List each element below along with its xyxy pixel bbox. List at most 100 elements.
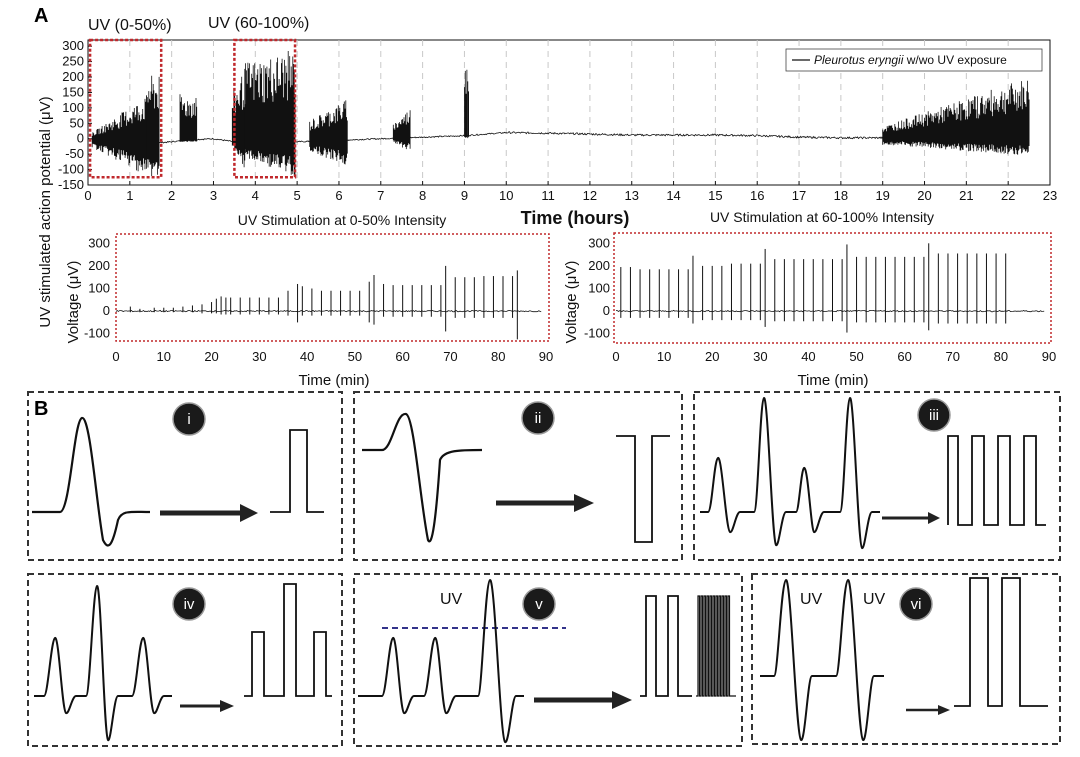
main-spike-burst bbox=[179, 94, 198, 142]
subchart-high-xtick-label: 70 bbox=[946, 349, 960, 364]
subchart-low-xtick-label: 90 bbox=[539, 349, 553, 364]
box-vi-frame bbox=[751, 573, 1061, 745]
subchart-low-baseline bbox=[115, 309, 542, 313]
subchart-high-intensity: UV Stimulation at 60-100% Intensity Volt… bbox=[563, 209, 1056, 389]
main-ytick-label: 100 bbox=[62, 100, 84, 115]
main-xtick-label: 7 bbox=[377, 188, 384, 203]
legend-box bbox=[785, 48, 1043, 72]
subchart-high-xtick-label: 0 bbox=[612, 349, 619, 364]
badge-i-label: i bbox=[187, 411, 190, 428]
badge-ii bbox=[521, 401, 555, 435]
main-spike-burst bbox=[91, 96, 147, 172]
uv-annotation-high: UV (60-100%) bbox=[208, 15, 309, 32]
box-i-spike-wave bbox=[32, 416, 151, 547]
box-iv-arrow-icon bbox=[220, 700, 234, 712]
waveform-box-ii: ii bbox=[353, 391, 683, 561]
badge-vi-label: vi bbox=[911, 596, 922, 613]
subchart-low-ytick-label: 0 bbox=[103, 303, 110, 318]
box-i-frame bbox=[27, 391, 343, 561]
main-xtick-label: 8 bbox=[419, 188, 426, 203]
main-ytick-label: -100 bbox=[58, 162, 84, 177]
badge-v-label: v bbox=[535, 596, 543, 613]
main-xtick-label: 10 bbox=[499, 188, 513, 203]
main-spike-burst bbox=[309, 100, 348, 165]
main-ytick-label: 200 bbox=[62, 69, 84, 84]
subchart-low-ylabel: Voltage (μV) bbox=[65, 261, 82, 344]
box-v-uv-label: UV bbox=[440, 591, 463, 608]
subchart-high-frame bbox=[613, 232, 1052, 344]
main-ytick-label: 150 bbox=[62, 84, 84, 99]
box-v-arrow-icon bbox=[612, 691, 632, 709]
subchart-high-xtick-label: 80 bbox=[994, 349, 1008, 364]
main-ytick-label: -50 bbox=[65, 146, 84, 161]
subchart-low-xtick-label: 50 bbox=[348, 349, 362, 364]
main-ytick-label: 250 bbox=[62, 54, 84, 69]
uv-highlight-box-1 bbox=[88, 38, 163, 179]
main-spike-burst bbox=[882, 80, 1030, 155]
box-ii-square-pulse bbox=[616, 435, 670, 543]
main-xtick-label: 19 bbox=[875, 188, 889, 203]
main-ticks: 0 1 2 3 4 5 6 7 8 9 10 11 12 13 14 15 16 17 18 19 20 21 22 2330… bbox=[58, 38, 1057, 203]
box-vi-arrow-icon bbox=[938, 705, 950, 715]
main-spike-burst bbox=[392, 110, 411, 150]
legend-entry: Pleurotus eryngii w/wo UV exposure bbox=[814, 53, 1007, 67]
main-plot-frame bbox=[87, 39, 1051, 186]
box-iv-square-pulses bbox=[244, 583, 332, 697]
subchart-low-ytick-label: 100 bbox=[88, 281, 110, 296]
box-iii-spike-train bbox=[700, 396, 880, 550]
badge-v bbox=[522, 587, 556, 621]
box-iii-frame bbox=[693, 391, 1061, 561]
panel-b-label: B bbox=[34, 398, 48, 420]
main-chart: 0 1 2 3 4 5 6 7 8 9 10 11 12 13 14 15 16 17 18 19 20 21 22 2330… bbox=[58, 15, 1057, 228]
main-ytick-label: -150 bbox=[58, 177, 84, 192]
main-ytick-label: 300 bbox=[62, 38, 84, 53]
subchart-low-xtick-label: 60 bbox=[395, 349, 409, 364]
main-xtick-label: 17 bbox=[792, 188, 806, 203]
main-spike-burst bbox=[244, 51, 296, 176]
badge-iii-label: iii bbox=[929, 407, 939, 424]
legend-entry-italic: Pleurotus eryngii bbox=[814, 53, 904, 67]
main-xtick-label: 13 bbox=[625, 188, 639, 203]
box-vi-square-pulses bbox=[954, 577, 1048, 707]
panel-a-label: A bbox=[34, 5, 48, 27]
main-xtick-label: 16 bbox=[750, 188, 764, 203]
waveform-box-vi: UV UV vi bbox=[751, 573, 1061, 745]
main-xtick-label: 4 bbox=[252, 188, 259, 203]
badge-vi bbox=[899, 587, 933, 621]
subchart-low-title: UV Stimulation at 0-50% Intensity bbox=[238, 212, 447, 228]
subchart-high-xtick-label: 20 bbox=[705, 349, 719, 364]
subchart-low-xtick-label: 30 bbox=[252, 349, 266, 364]
box-i-square-pulse bbox=[270, 429, 324, 513]
subchart-low-xtick-label: 40 bbox=[300, 349, 314, 364]
main-xtick-label: 22 bbox=[1001, 188, 1015, 203]
subchart-low-xtick-label: 20 bbox=[204, 349, 218, 364]
subchart-high-xlabel: Time (min) bbox=[797, 372, 868, 389]
main-spike-burst bbox=[146, 75, 160, 176]
box-v-burst-path bbox=[696, 595, 736, 697]
main-xtick-label: 11 bbox=[541, 188, 555, 203]
subchart-high-xtick-label: 40 bbox=[801, 349, 815, 364]
legend-entry-rest: w/wo UV exposure bbox=[903, 53, 1007, 67]
subchart-high-ytick-label: 0 bbox=[603, 303, 610, 318]
waveform-box-iii: iii bbox=[693, 391, 1061, 561]
subchart-low-xtick-label: 10 bbox=[157, 349, 171, 364]
main-xtick-label: 23 bbox=[1043, 188, 1057, 203]
subchart-low-xtick-label: 0 bbox=[112, 349, 119, 364]
subchart-high-xtick-label: 10 bbox=[657, 349, 671, 364]
main-xtick-label: 15 bbox=[708, 188, 722, 203]
main-ytick-label: 50 bbox=[70, 115, 84, 130]
subchart-low-frame bbox=[115, 233, 550, 342]
subchart-high-ytick-label: 300 bbox=[588, 235, 610, 250]
main-xtick-label: 0 bbox=[84, 188, 91, 203]
subchart-high-ytick-label: -100 bbox=[584, 326, 610, 341]
subchart-high-ylabel: Voltage (μV) bbox=[563, 261, 580, 344]
box-i-arrow-icon bbox=[240, 504, 258, 522]
subchart-low-ytick-label: 200 bbox=[88, 258, 110, 273]
subchart-low-xtick-label: 70 bbox=[443, 349, 457, 364]
box-v-burst-pulses bbox=[696, 595, 736, 697]
subchart-high-title: UV Stimulation at 60-100% Intensity bbox=[710, 209, 934, 225]
uv-highlight-box-2 bbox=[233, 38, 297, 179]
